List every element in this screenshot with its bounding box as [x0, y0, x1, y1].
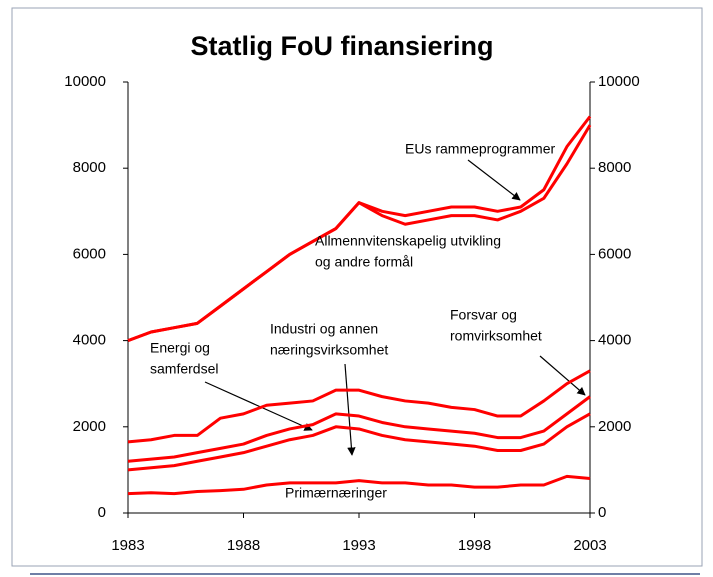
- x-tick-label: 1993: [342, 537, 375, 554]
- y2-tick-label: 2000: [598, 418, 631, 435]
- y2-tick-label: 6000: [598, 245, 631, 262]
- y2-tick-label: 10000: [598, 73, 640, 90]
- arrows: [204, 159, 586, 456]
- line: [127, 124, 592, 343]
- y-tick-label: 4000: [73, 332, 106, 349]
- y2-tick-label: 0: [598, 504, 606, 521]
- y-tick-label: 2000: [73, 418, 106, 435]
- line: [127, 412, 591, 472]
- arrow: [539, 355, 586, 396]
- arrow: [204, 381, 313, 431]
- annotation: samferdsel: [150, 361, 218, 377]
- annotation: Primærnæringer: [285, 485, 387, 501]
- line: [127, 369, 591, 444]
- x-tick-label: 1998: [458, 537, 491, 554]
- line: [127, 395, 591, 463]
- arrow: [467, 159, 521, 201]
- y-tick-label: 0: [98, 504, 106, 521]
- annotation: romvirksomhet: [450, 328, 542, 344]
- chart-title: Statlig FoU finansiering: [190, 31, 493, 61]
- line: [127, 474, 591, 496]
- y2-tick-label: 4000: [598, 332, 631, 349]
- y-tick-label: 8000: [73, 159, 106, 176]
- annotation: næringsvirksomhet: [270, 342, 388, 358]
- annotation: EUs rammeprogrammer: [405, 141, 555, 157]
- y2-tick-label: 8000: [598, 159, 631, 176]
- y-tick-label: 10000: [64, 73, 106, 90]
- annotation: Forsvar og: [450, 307, 517, 323]
- x-tick-label: 1983: [111, 537, 144, 554]
- y-tick-label: 6000: [73, 245, 106, 262]
- annotation: og andre formål: [315, 254, 413, 270]
- arrow: [344, 363, 356, 456]
- annotation: Industri og annen: [270, 321, 378, 337]
- annotation: Energi og: [150, 340, 210, 356]
- frame: [11, 7, 703, 567]
- x-tick-label: 1988: [227, 537, 260, 554]
- annotation: Allmennvitenskapelig utvikling: [315, 233, 501, 249]
- x-tick-label: 2003: [573, 537, 606, 554]
